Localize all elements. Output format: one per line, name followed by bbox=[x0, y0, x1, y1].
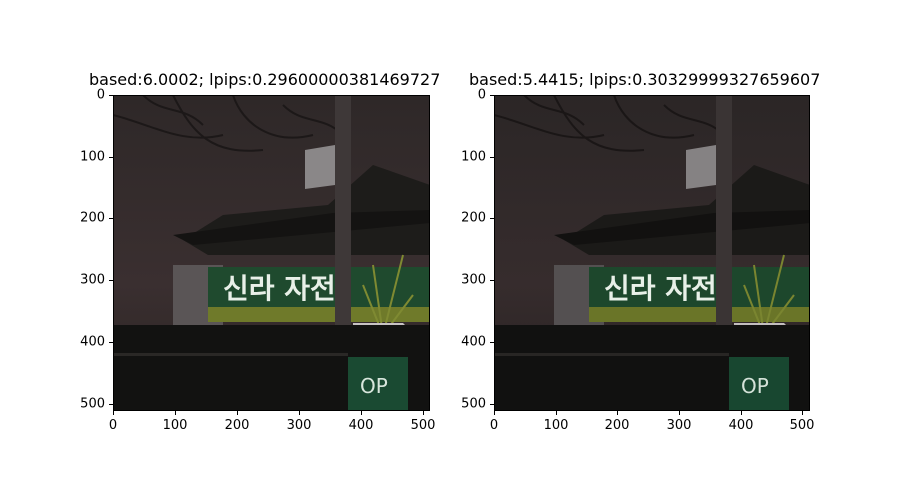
panel-1-y-tick bbox=[109, 404, 113, 405]
panel-2-y-tick bbox=[490, 95, 494, 96]
panel-2-image: 신라 자전 OP bbox=[494, 95, 810, 411]
panel-2-y-tick-label: 100 bbox=[461, 149, 486, 165]
panel-1-x-tick bbox=[423, 411, 424, 415]
panel-2-x-tick bbox=[741, 411, 742, 415]
panel-1-title: based:6.0002; lpips:0.29600000381469727 bbox=[89, 70, 441, 89]
panel-2-y-tick-label: 0 bbox=[477, 87, 486, 103]
panel-2-x-tick-label: 200 bbox=[604, 418, 630, 433]
panel-1-x-tick bbox=[175, 411, 176, 415]
panel-2-x-tick-label: 500 bbox=[789, 418, 815, 433]
panel-2-y-tick-label: 400 bbox=[461, 334, 486, 350]
panel-2-x-tick-label: 400 bbox=[728, 418, 754, 433]
panel-1-y-tick bbox=[109, 157, 113, 158]
panel-1-y-tick-label: 300 bbox=[80, 272, 105, 288]
panel-1-y-tick bbox=[109, 95, 113, 96]
panel-1-x-tick-label: 0 bbox=[108, 418, 118, 433]
panel-2-x-tick-label: 0 bbox=[489, 418, 499, 433]
panel-2-y-tick bbox=[490, 218, 494, 219]
panel-1-x-tick bbox=[113, 411, 114, 415]
panel-1-y-tick-label: 100 bbox=[80, 149, 105, 165]
panel-2-y-tick bbox=[490, 157, 494, 158]
panel-2-x-tick bbox=[679, 411, 680, 415]
panel-2-small-sign: OP bbox=[741, 374, 769, 398]
panel-1-x-tick bbox=[361, 411, 362, 415]
panel-2-y-tick bbox=[490, 280, 494, 281]
panel-1-small-sign: OP bbox=[360, 374, 388, 398]
panel-1-y-tick-label: 500 bbox=[80, 396, 105, 412]
panel-1-sign-text: 신라 자전 bbox=[223, 272, 336, 305]
panel-1-x-tick bbox=[237, 411, 238, 415]
panel-2-x-tick bbox=[802, 411, 803, 415]
panel-2-y-tick-label: 500 bbox=[461, 396, 486, 412]
panel-2-x-tick bbox=[617, 411, 618, 415]
panel-1-y-tick-label: 200 bbox=[80, 210, 105, 226]
panel-2-x-tick bbox=[556, 411, 557, 415]
panel-1-x-tick-label: 100 bbox=[162, 418, 188, 433]
panel-1-x-tick bbox=[299, 411, 300, 415]
panel-1-image: 신라 자전 OP bbox=[113, 95, 430, 411]
panel-1-y-tick-label: 0 bbox=[96, 87, 105, 103]
panel-2-sign-text: 신라 자전 bbox=[604, 272, 717, 305]
panel-2-y-tick-label: 200 bbox=[461, 210, 486, 226]
panel-1-x-tick-label: 300 bbox=[286, 418, 312, 433]
panel-2-title: based:5.4415; lpips:0.30329999327659607 bbox=[469, 70, 821, 89]
panel-1-y-tick-label: 400 bbox=[80, 334, 105, 350]
panel-1-y-tick bbox=[109, 218, 113, 219]
panel-1-x-tick-label: 400 bbox=[348, 418, 374, 433]
panel-2-x-tick-label: 300 bbox=[666, 418, 692, 433]
panel-2-y-tick-label: 300 bbox=[461, 272, 486, 288]
panel-1-y-tick bbox=[109, 280, 113, 281]
panel-2-x-tick-label: 100 bbox=[543, 418, 569, 433]
panel-2-y-tick bbox=[490, 404, 494, 405]
panel-1-y-tick bbox=[109, 342, 113, 343]
panel-1-x-tick-label: 500 bbox=[410, 418, 436, 433]
panel-2-x-tick bbox=[494, 411, 495, 415]
panel-2-y-tick bbox=[490, 342, 494, 343]
panel-1-x-tick-label: 200 bbox=[224, 418, 250, 433]
